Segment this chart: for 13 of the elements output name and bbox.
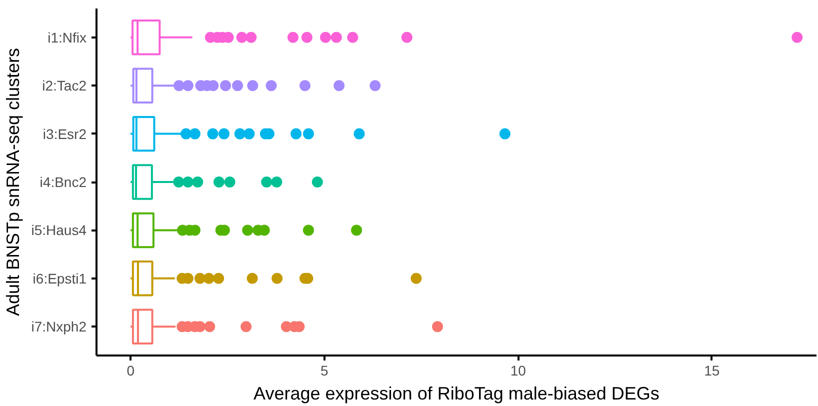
y-tick-label: i6:Epsti1 bbox=[32, 270, 87, 286]
x-tick-label: 15 bbox=[704, 362, 720, 378]
y-tick-label: i3:Esr2 bbox=[42, 126, 87, 142]
y-tick-label: i7:Nxph2 bbox=[31, 318, 87, 335]
x-axis-title: Average expression of RiboTag male-biased DEGs bbox=[254, 384, 660, 404]
y-tick-label: i5:Haus4 bbox=[31, 222, 87, 238]
x-tick-label: 5 bbox=[320, 362, 328, 378]
y-tick-label: i4:Bnc2 bbox=[40, 174, 87, 190]
y-axis-title: Adult BNSTp snRNA-seq clusters bbox=[3, 48, 24, 316]
x-tick-label: 10 bbox=[510, 362, 526, 378]
y-tick-label: i2:Tac2 bbox=[42, 78, 87, 94]
y-tick-label: i1:Nfix bbox=[48, 29, 87, 46]
x-tick-label: 0 bbox=[126, 362, 135, 378]
